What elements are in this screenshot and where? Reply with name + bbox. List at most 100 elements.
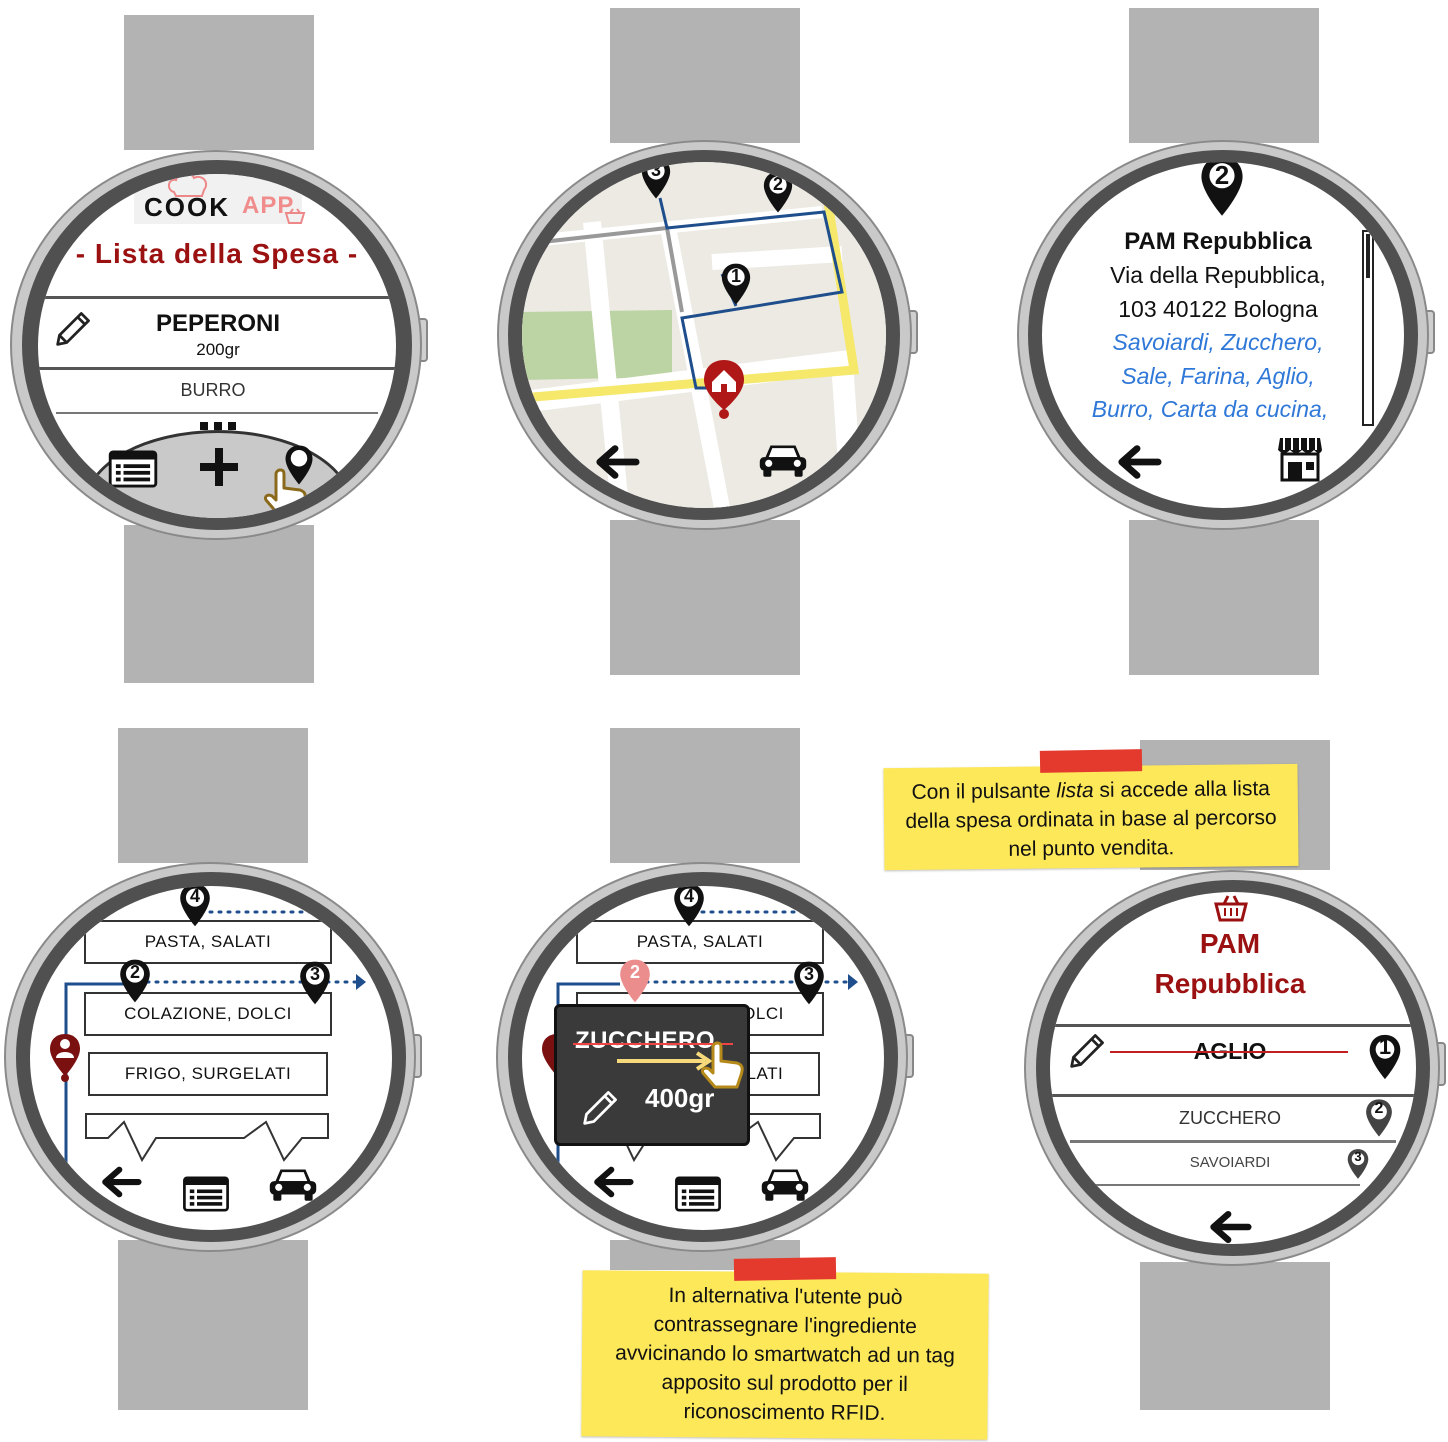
- watch-band-top: [124, 15, 314, 150]
- swipe-hand-icon: [617, 1041, 744, 1089]
- car-icon[interactable]: [758, 438, 808, 478]
- pin-number: 3: [650, 162, 661, 180]
- divider: [1050, 1094, 1416, 1097]
- pin-number: 2: [129, 962, 140, 982]
- watch-band-top: [610, 728, 800, 863]
- user-pin-icon: [50, 1034, 80, 1082]
- screen-store-aisles: PASTA, SALATI COLAZIONE, DOLCI FRIGO, SU…: [30, 886, 392, 1230]
- scrollbar[interactable]: [1362, 230, 1374, 426]
- home-pin-icon[interactable]: [702, 358, 746, 420]
- list-icon[interactable]: [108, 450, 158, 488]
- back-arrow-icon[interactable]: [592, 1164, 634, 1200]
- store-name: Repubblica: [1154, 968, 1306, 999]
- back-arrow-icon[interactable]: [594, 442, 640, 482]
- product-list: Burro, Carta da cucina,: [1091, 396, 1329, 422]
- list-icon[interactable]: [182, 1176, 230, 1212]
- note-text-emphasis: lista: [1056, 778, 1094, 803]
- watch-band-bottom: [124, 525, 314, 683]
- pin-number: 3: [1354, 1149, 1362, 1164]
- pencil-icon[interactable]: [54, 308, 94, 348]
- note-text: In alternativa l'utente può contrassegna…: [615, 1283, 955, 1425]
- watch-band-top: [610, 8, 800, 143]
- basket-icon: [284, 208, 306, 224]
- watch-band-bottom: [1129, 520, 1319, 675]
- item-quantity: 200gr: [196, 340, 240, 359]
- screen-item-popup: PASTA, SALATI COLAZIONE, DOLCI FRIGO, SU…: [522, 886, 884, 1230]
- chef-hat-icon: [168, 174, 208, 197]
- back-arrow-icon[interactable]: [1116, 442, 1162, 482]
- plus-icon[interactable]: [198, 446, 240, 488]
- divider: [1050, 1024, 1416, 1027]
- product-list: Sale, Farina, Aglio,: [1121, 363, 1315, 389]
- divider: [38, 367, 396, 370]
- page-title: - Lista della Spesa -: [75, 238, 359, 269]
- watch-band-bottom: [610, 520, 800, 675]
- aisle-colazione-dolci[interactable]: COLAZIONE, DOLCI: [84, 992, 332, 1036]
- divider: [1094, 1184, 1360, 1186]
- speech-box: [85, 1113, 329, 1163]
- sticky-note-list-button: Con il pulsante lista si accede alla lis…: [883, 763, 1299, 871]
- car-icon[interactable]: [760, 1162, 810, 1202]
- city-map[interactable]: [522, 162, 886, 508]
- aisle-pasta-salati[interactable]: PASTA, SALATI: [84, 920, 332, 964]
- pin-number: 2: [772, 174, 783, 194]
- popup-item-quantity: 400gr: [645, 1083, 715, 1113]
- aisle-pin-2[interactable]: [618, 958, 652, 1004]
- sticky-note-rfid: In alternativa l'utente può contrassegna…: [581, 1270, 989, 1440]
- tap-hand-icon: [264, 468, 307, 516]
- back-arrow-icon[interactable]: [1208, 1208, 1252, 1244]
- store-address: 103 40122 Bologna: [1118, 296, 1318, 322]
- watch-band-bottom: [1140, 1262, 1330, 1410]
- list-item[interactable]: SAVOIARDI: [1189, 1154, 1271, 1171]
- more-dots-icon[interactable]: [198, 420, 238, 432]
- pin-number: 2: [1374, 1100, 1384, 1117]
- screen-ordered-list: PAM Repubblica AGLIO 1 ZUCCHERO 2 SAVOIA…: [1050, 892, 1416, 1244]
- watch-band-top: [118, 728, 308, 863]
- logo-word-app: APP: [242, 192, 295, 219]
- pin-number: 4: [683, 886, 694, 906]
- aisle-pasta-salati[interactable]: PASTA, SALATI: [576, 920, 824, 964]
- tape: [1039, 749, 1143, 773]
- store-name: PAM: [1199, 928, 1261, 959]
- list-pin-3: [1347, 1149, 1369, 1179]
- pencil-icon[interactable]: [1068, 1030, 1108, 1070]
- item-popup[interactable]: ZUCCHERO 400gr: [554, 1004, 750, 1146]
- divider: [56, 412, 378, 414]
- back-arrow-icon[interactable]: [100, 1164, 142, 1200]
- tape: [733, 1257, 837, 1281]
- list-item[interactable]: ZUCCHERO: [1179, 1108, 1281, 1128]
- scrollbar-thumb[interactable]: [1366, 234, 1370, 278]
- list-icon[interactable]: [674, 1176, 722, 1212]
- pencil-icon[interactable]: [581, 1087, 621, 1127]
- pin-number: 1: [1378, 1034, 1392, 1059]
- screen-route-map: 3 2 1: [522, 162, 886, 508]
- car-icon[interactable]: [268, 1162, 318, 1202]
- divider: [38, 296, 396, 299]
- next-item[interactable]: BURRO: [180, 380, 246, 400]
- strikethrough-line: [573, 1043, 733, 1045]
- store-icon[interactable]: [1276, 434, 1324, 482]
- aisle-frigo-surgelati[interactable]: FRIGO, SURGELATI: [88, 1052, 328, 1096]
- app-logo: COOK APP: [134, 174, 306, 224]
- watch-band-bottom: [118, 1240, 308, 1410]
- pin-number: 2: [1214, 162, 1230, 190]
- watch-band-top: [1129, 8, 1319, 143]
- pin-number: 3: [309, 964, 320, 984]
- product-list: Savoiardi, Zucchero,: [1112, 329, 1324, 355]
- popup-item-name[interactable]: ZUCCHERO: [575, 1027, 715, 1054]
- logo-word-cook: COOK: [144, 192, 230, 222]
- basket-icon: [1214, 895, 1248, 922]
- store-name: PAM Repubblica: [1124, 228, 1312, 255]
- pin-number: 2: [629, 962, 640, 982]
- list-pin-2: [1366, 1099, 1392, 1137]
- note-text: Con il pulsante: [911, 779, 1057, 804]
- pin-number: 4: [189, 886, 200, 906]
- pin-number: 1: [730, 266, 741, 286]
- screen-store-info: 2 PAM Repubblica Via della Repubblica, 1…: [1042, 162, 1404, 508]
- strikethrough-line: [1110, 1051, 1348, 1053]
- divider: [1070, 1140, 1396, 1143]
- screen-shopping-list: COOK APP - Lista della Spesa - PEPERONI …: [38, 174, 396, 518]
- pin-number: 3: [803, 964, 814, 984]
- store-address: Via della Repubblica,: [1110, 262, 1326, 288]
- item-name[interactable]: PEPERONI: [155, 310, 281, 337]
